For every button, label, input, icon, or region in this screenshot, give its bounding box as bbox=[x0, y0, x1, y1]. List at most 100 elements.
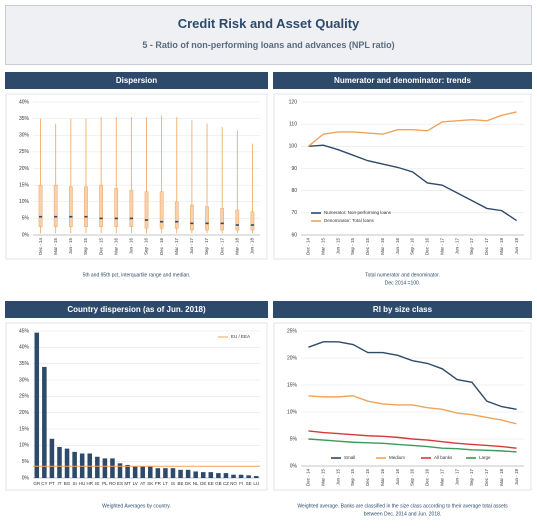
x-tick-label: EE bbox=[208, 481, 214, 486]
x-tick-label: BG bbox=[64, 481, 71, 486]
caption: Weighted average. Banks are classified i… bbox=[297, 503, 508, 509]
bar bbox=[253, 476, 259, 478]
x-tick-label: Mar - 18 bbox=[234, 238, 239, 255]
x-tick-label: BE bbox=[178, 481, 184, 486]
x-tick-label: IE bbox=[95, 481, 99, 486]
iqr-box bbox=[235, 209, 240, 231]
iqr-box bbox=[68, 186, 73, 227]
x-tick-label: Sep - 16 bbox=[410, 238, 415, 256]
x-tick-label: IT bbox=[57, 481, 61, 486]
line bbox=[308, 341, 517, 410]
bar bbox=[102, 458, 108, 478]
x-tick-label: LV bbox=[133, 481, 138, 486]
page-title: Credit Risk and Asset Quality bbox=[177, 16, 360, 31]
line bbox=[308, 395, 517, 425]
x-tick-label: Dec - 14 bbox=[306, 469, 311, 487]
x-tick-label: Mar - 16 bbox=[113, 238, 118, 255]
bar bbox=[170, 468, 176, 478]
y-tick-label: 120 bbox=[289, 99, 298, 105]
bar bbox=[148, 466, 153, 478]
x-tick-label: SE bbox=[246, 481, 252, 486]
panel: Numerator and denominator: trends 60 70 80 9… bbox=[273, 72, 532, 286]
median bbox=[114, 217, 118, 220]
bar bbox=[193, 471, 198, 478]
x-tick-label: Dec - 16 bbox=[425, 469, 430, 487]
iqr-box bbox=[114, 188, 119, 227]
y-tick-label: 15% bbox=[287, 382, 298, 388]
bar bbox=[49, 438, 55, 478]
x-tick-label: LT bbox=[163, 481, 168, 486]
bar bbox=[117, 463, 123, 478]
line bbox=[308, 438, 517, 453]
median bbox=[175, 220, 179, 223]
bar bbox=[163, 468, 168, 478]
iqr-box bbox=[159, 191, 164, 229]
x-tick-label: ES bbox=[117, 481, 123, 486]
legend-label: Small bbox=[344, 455, 355, 460]
y-tick-label: 35% bbox=[19, 361, 30, 367]
line bbox=[307, 111, 517, 147]
x-tick-label: SK bbox=[147, 481, 153, 486]
line bbox=[308, 144, 517, 222]
bar bbox=[223, 473, 229, 478]
x-tick-label: Mar - 17 bbox=[439, 469, 444, 486]
y-tick-label: 0% bbox=[22, 475, 30, 481]
x-tick-label: Dec - 15 bbox=[365, 469, 370, 487]
x-tick-label: Mar - 18 bbox=[499, 469, 504, 486]
x-tick-label: DK bbox=[185, 481, 191, 486]
y-tick-label: 15% bbox=[19, 426, 30, 432]
header: Credit Risk and Asset Quality 5 - Ratio … bbox=[5, 5, 532, 65]
iqr-box bbox=[220, 208, 225, 231]
bar bbox=[178, 469, 183, 478]
y-tick-label: 10% bbox=[287, 409, 298, 415]
plot-frame bbox=[273, 322, 532, 491]
iqr-box bbox=[174, 201, 179, 229]
y-tick-label: 25% bbox=[287, 328, 298, 334]
panel: RI by size class 0% 5% 10% 15% 20% 25% Dec - 14… bbox=[273, 301, 532, 517]
bar bbox=[216, 473, 221, 478]
bar bbox=[95, 456, 100, 478]
plot-frame bbox=[5, 322, 268, 491]
x-tick-label: FR bbox=[155, 481, 162, 486]
legend-label: EU / EEA bbox=[231, 334, 250, 339]
x-tick-label: Sep - 15 bbox=[350, 238, 355, 256]
bar bbox=[34, 332, 40, 478]
y-tick-label: 5% bbox=[22, 459, 30, 465]
median bbox=[250, 224, 255, 226]
x-tick-label: Jun - 16 bbox=[129, 238, 134, 255]
y-tick-label: 0% bbox=[290, 463, 298, 469]
x-tick-label: Mar - 16 bbox=[380, 238, 385, 255]
y-tick-label: 90 bbox=[291, 166, 297, 172]
x-tick-label: Sep - 17 bbox=[204, 238, 209, 256]
x-tick-label: Jun - 17 bbox=[454, 238, 459, 255]
iqr-box bbox=[129, 189, 134, 227]
bar bbox=[208, 472, 214, 478]
x-tick-label: Jun - 17 bbox=[189, 238, 194, 255]
x-tick-label: Jun - 18 bbox=[250, 238, 255, 255]
x-tick-label: Sep - 15 bbox=[83, 238, 88, 256]
x-tick-label: Sep - 16 bbox=[410, 469, 415, 487]
median bbox=[235, 224, 239, 226]
y-tick-label: 20% bbox=[19, 410, 30, 416]
panel-title-bar bbox=[273, 72, 532, 89]
bar bbox=[155, 468, 161, 478]
panel: Country dispersion (as of Jun. 2018) 0% 5%… bbox=[5, 301, 268, 509]
legend-label: All banks bbox=[434, 455, 453, 460]
y-tick-label: 70 bbox=[291, 210, 297, 216]
bar bbox=[238, 474, 244, 478]
x-tick-label: HR bbox=[87, 481, 94, 486]
x-tick-label: Mar - 16 bbox=[380, 469, 385, 486]
y-tick-label: 20% bbox=[287, 355, 298, 361]
caption: Dec 2014 =100. bbox=[385, 280, 420, 286]
y-tick-label: 45% bbox=[19, 328, 30, 334]
y-tick-label: 0% bbox=[22, 232, 30, 238]
x-tick-label: CY bbox=[41, 481, 47, 486]
caption: between Dec. 2014 and Jun. 2018. bbox=[364, 511, 442, 517]
y-tick-label: 100 bbox=[289, 144, 298, 150]
median bbox=[205, 222, 209, 225]
caption: Weighted Averages by country. bbox=[102, 503, 171, 509]
x-tick-label: Mar - 17 bbox=[174, 238, 179, 255]
panel: Dispersion 0% 5% 10% 15% 20% 25% 30% 35% 40% Dec -… bbox=[5, 72, 268, 278]
x-tick-label: Dec - 15 bbox=[98, 238, 103, 256]
y-tick-label: 35% bbox=[19, 116, 30, 122]
